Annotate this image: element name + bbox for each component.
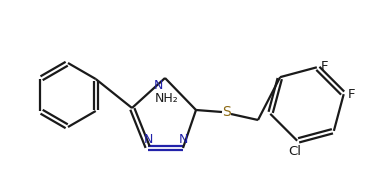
Text: N: N bbox=[143, 133, 153, 146]
Text: N: N bbox=[154, 79, 163, 92]
Text: NH₂: NH₂ bbox=[155, 92, 179, 105]
Text: Cl: Cl bbox=[289, 145, 302, 158]
Text: S: S bbox=[222, 105, 230, 119]
Text: F: F bbox=[348, 88, 355, 101]
Text: N: N bbox=[178, 133, 188, 146]
Text: F: F bbox=[321, 60, 328, 73]
